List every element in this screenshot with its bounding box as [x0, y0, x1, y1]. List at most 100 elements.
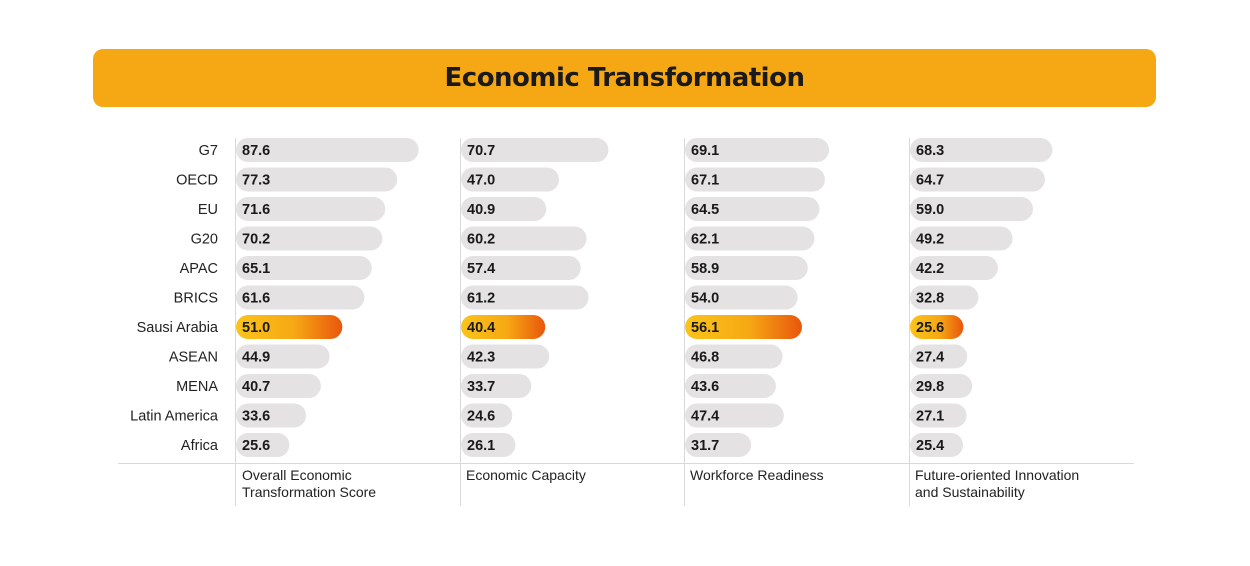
title-banner: Economic Transformation	[93, 49, 1156, 107]
data-label: 57.4	[467, 261, 495, 277]
bar-highlight	[910, 315, 964, 339]
column-label-line: Economic Capacity	[466, 467, 586, 483]
bar	[685, 197, 820, 221]
bar	[685, 138, 830, 162]
data-label: 87.6	[242, 143, 270, 159]
category-label: G7	[199, 143, 218, 159]
data-label: 42.3	[467, 350, 495, 366]
category-label: MENA	[176, 379, 218, 395]
bar	[910, 167, 1045, 192]
data-label: 77.3	[242, 173, 270, 189]
bar	[236, 285, 365, 310]
data-label: 24.6	[467, 409, 495, 425]
bar-highlight	[685, 315, 802, 339]
bar	[461, 226, 587, 251]
data-label: 27.4	[916, 350, 944, 366]
data-label: 51.0	[242, 320, 270, 336]
data-label: 64.7	[916, 173, 944, 189]
data-label: 61.6	[242, 291, 270, 307]
column-label-overall: Overall Economic Transformation Score	[242, 467, 452, 501]
data-label: 70.7	[467, 143, 495, 159]
data-label: 31.7	[691, 438, 719, 454]
data-label: 61.2	[467, 291, 495, 307]
data-label: 33.7	[467, 379, 495, 395]
bar	[910, 197, 1034, 221]
data-label: 32.8	[916, 291, 944, 307]
data-label: 26.1	[467, 438, 495, 454]
data-label: 40.4	[467, 320, 495, 336]
data-label: 56.1	[691, 320, 719, 336]
data-label: 67.1	[691, 173, 719, 189]
column-label-workforce: Workforce Readiness	[690, 467, 900, 484]
bar	[461, 256, 581, 280]
bar	[236, 344, 330, 369]
bar	[910, 403, 967, 428]
bar	[685, 256, 808, 280]
bar	[685, 344, 783, 369]
category-label: BRICS	[174, 291, 218, 307]
chart-title: Economic Transformation	[444, 63, 805, 93]
category-label: Africa	[181, 438, 219, 454]
data-label: 27.1	[916, 409, 944, 425]
bar	[685, 433, 752, 457]
bar	[685, 167, 825, 192]
data-label: 68.3	[916, 143, 944, 159]
data-label: 70.2	[242, 232, 270, 248]
column-label-line: Transformation Score	[242, 484, 377, 500]
data-label: 44.9	[242, 350, 270, 366]
bar	[910, 285, 979, 310]
data-label: 29.8	[916, 379, 944, 395]
bar	[910, 226, 1013, 251]
bar	[461, 374, 532, 398]
column-label-line: Workforce Readiness	[690, 467, 824, 483]
bar	[236, 226, 383, 251]
data-label: 25.6	[916, 320, 944, 336]
bar	[236, 138, 419, 162]
category-label: OECD	[176, 173, 218, 189]
bar	[461, 344, 550, 369]
bar	[910, 433, 963, 457]
bar	[236, 433, 290, 457]
data-label: 58.9	[691, 261, 719, 277]
column-label-line: Overall Economic	[242, 467, 352, 483]
bar	[685, 374, 776, 398]
bar	[461, 285, 589, 310]
bar-highlight	[461, 315, 546, 339]
data-label: 42.2	[916, 261, 944, 277]
data-label: 62.1	[691, 232, 719, 248]
data-label: 33.6	[242, 409, 270, 425]
data-label: 47.0	[467, 173, 495, 189]
category-label: G20	[191, 232, 218, 248]
data-label: 54.0	[691, 291, 719, 307]
bar	[236, 197, 386, 221]
data-label: 69.1	[691, 143, 719, 159]
bar	[236, 403, 307, 428]
data-label: 64.5	[691, 202, 719, 218]
data-label: 25.6	[242, 438, 270, 454]
bar	[461, 167, 559, 192]
data-label: 59.0	[916, 202, 944, 218]
data-label: 60.2	[467, 232, 495, 248]
data-label: 65.1	[242, 261, 270, 277]
column-label-line: Future-oriented Innovation	[915, 467, 1080, 483]
bar	[236, 167, 398, 192]
bar	[685, 403, 784, 428]
bar	[910, 374, 973, 398]
bar	[236, 256, 372, 280]
data-label: 71.6	[242, 202, 270, 218]
bar	[461, 433, 516, 457]
bar	[461, 138, 609, 162]
data-label: 40.9	[467, 202, 495, 218]
bar	[910, 344, 968, 369]
category-label: ASEAN	[169, 350, 218, 366]
data-label: 49.2	[916, 232, 944, 248]
bar	[910, 138, 1053, 162]
data-label: 46.8	[691, 350, 719, 366]
data-label: 40.7	[242, 379, 270, 395]
bar	[461, 197, 547, 221]
bar	[236, 374, 321, 398]
column-label-capacity: Economic Capacity	[466, 467, 676, 484]
category-label: EU	[198, 202, 218, 218]
category-label: Latin America	[130, 409, 219, 425]
